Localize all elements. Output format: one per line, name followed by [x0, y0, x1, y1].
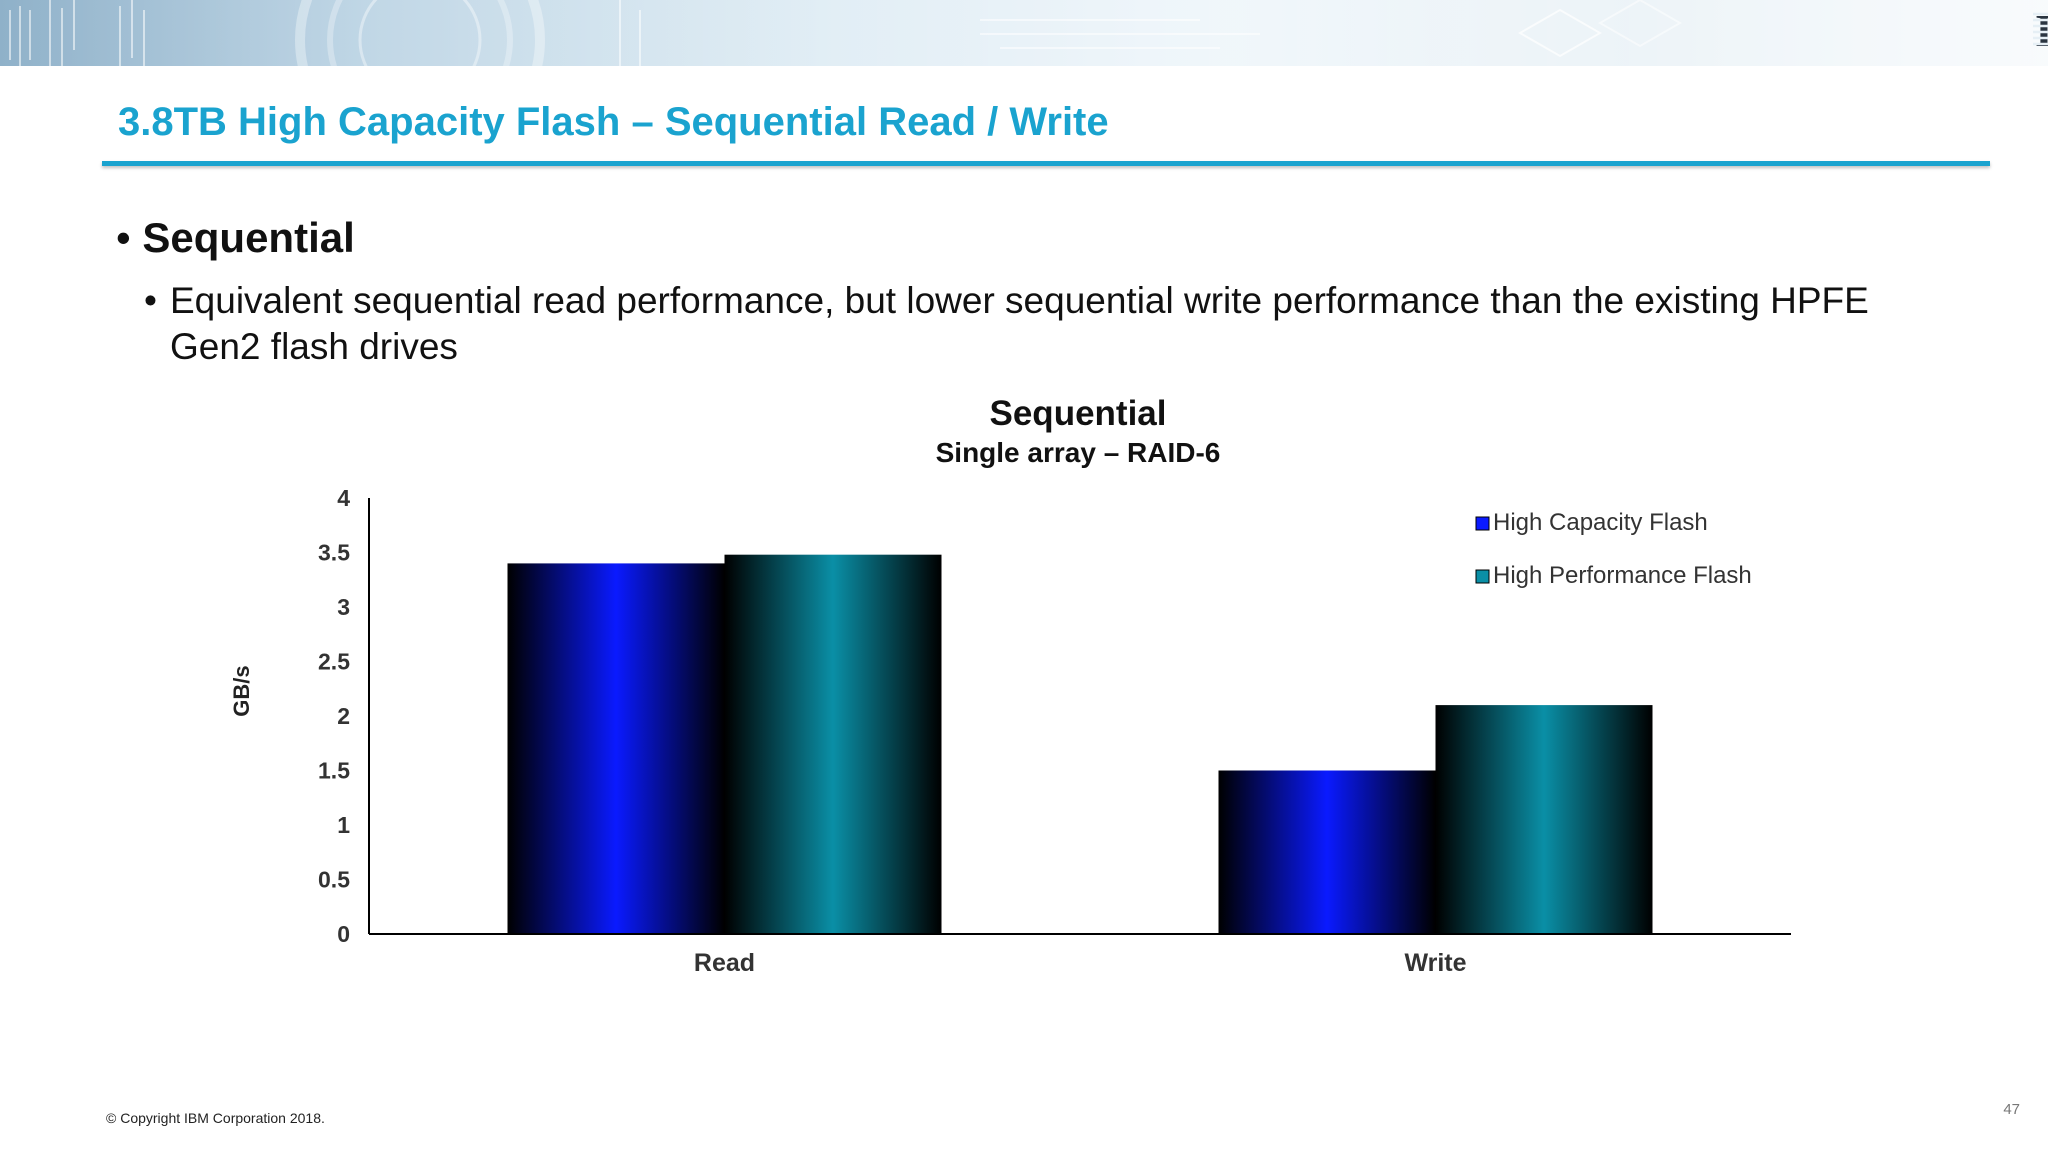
y-tick-label: 2	[337, 703, 350, 729]
bullet-level2-text: Equivalent sequential read performance, …	[170, 280, 1869, 367]
x-tick-label: Write	[1404, 949, 1466, 977]
title-underline	[102, 161, 1990, 166]
legend-swatch	[1475, 516, 1490, 531]
chart-title: Sequential	[990, 394, 1167, 433]
chart-subtitle: Single array – RAID-6	[936, 437, 1221, 468]
bullet-dot: •	[116, 214, 131, 261]
bullet-level1-text: Sequential	[142, 214, 355, 261]
y-tick-label: 1.5	[318, 758, 350, 784]
y-tick-label: 4	[337, 485, 350, 511]
page-number: 47	[2003, 1101, 2020, 1118]
chart-canvas: Sequential Single array – RAID-6 GB/s 0 0…	[229, 394, 1791, 977]
legend-label: High Performance Flash	[1493, 562, 1752, 589]
bullet-level2: • Equivalent sequential read performance…	[144, 278, 1944, 370]
bar-read-high-performance-flash	[724, 554, 942, 934]
y-tick-label: 0.5	[318, 867, 350, 893]
bullet-dot: •	[144, 280, 157, 321]
y-tick-label: 2.5	[318, 649, 350, 675]
copyright-notice: © Copyright IBM Corporation 2018.	[106, 1110, 325, 1126]
header-banner: IBM	[0, 0, 2048, 66]
slide-title: 3.8TB High Capacity Flash – Sequential R…	[118, 100, 1109, 144]
bullet-level1: • Sequential	[116, 214, 355, 262]
y-axis-label: GB/s	[229, 665, 254, 716]
y-tick-label: 1	[337, 812, 350, 838]
svg-text:IBM: IBM	[2035, 6, 2048, 54]
y-tick-label: 0	[337, 921, 350, 947]
y-tick-label: 3.5	[318, 540, 350, 566]
sequential-chart: Sequential Single array – RAID-6 GB/s 0 0…	[200, 380, 1820, 1005]
y-tick-label: 3	[337, 594, 350, 620]
bar-write-high-capacity-flash	[1218, 770, 1436, 934]
banner-decoration	[0, 0, 2048, 66]
legend-swatch	[1475, 569, 1490, 584]
x-tick-label: Read	[694, 949, 755, 977]
bar-write-high-performance-flash	[1435, 705, 1653, 934]
legend-label: High Capacity Flash	[1493, 509, 1708, 536]
bar-read-high-capacity-flash	[507, 563, 725, 934]
